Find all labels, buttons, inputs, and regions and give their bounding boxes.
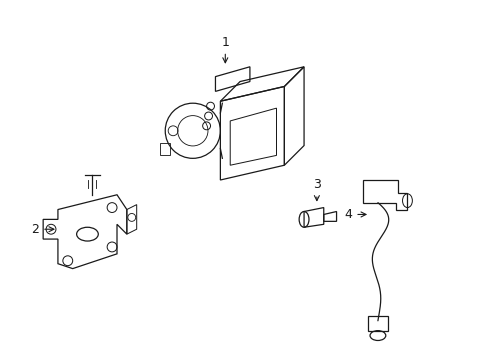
Text: 1: 1 (221, 36, 229, 63)
Text: 4: 4 (344, 208, 365, 221)
Text: 2: 2 (31, 223, 54, 236)
Text: 3: 3 (312, 179, 320, 201)
